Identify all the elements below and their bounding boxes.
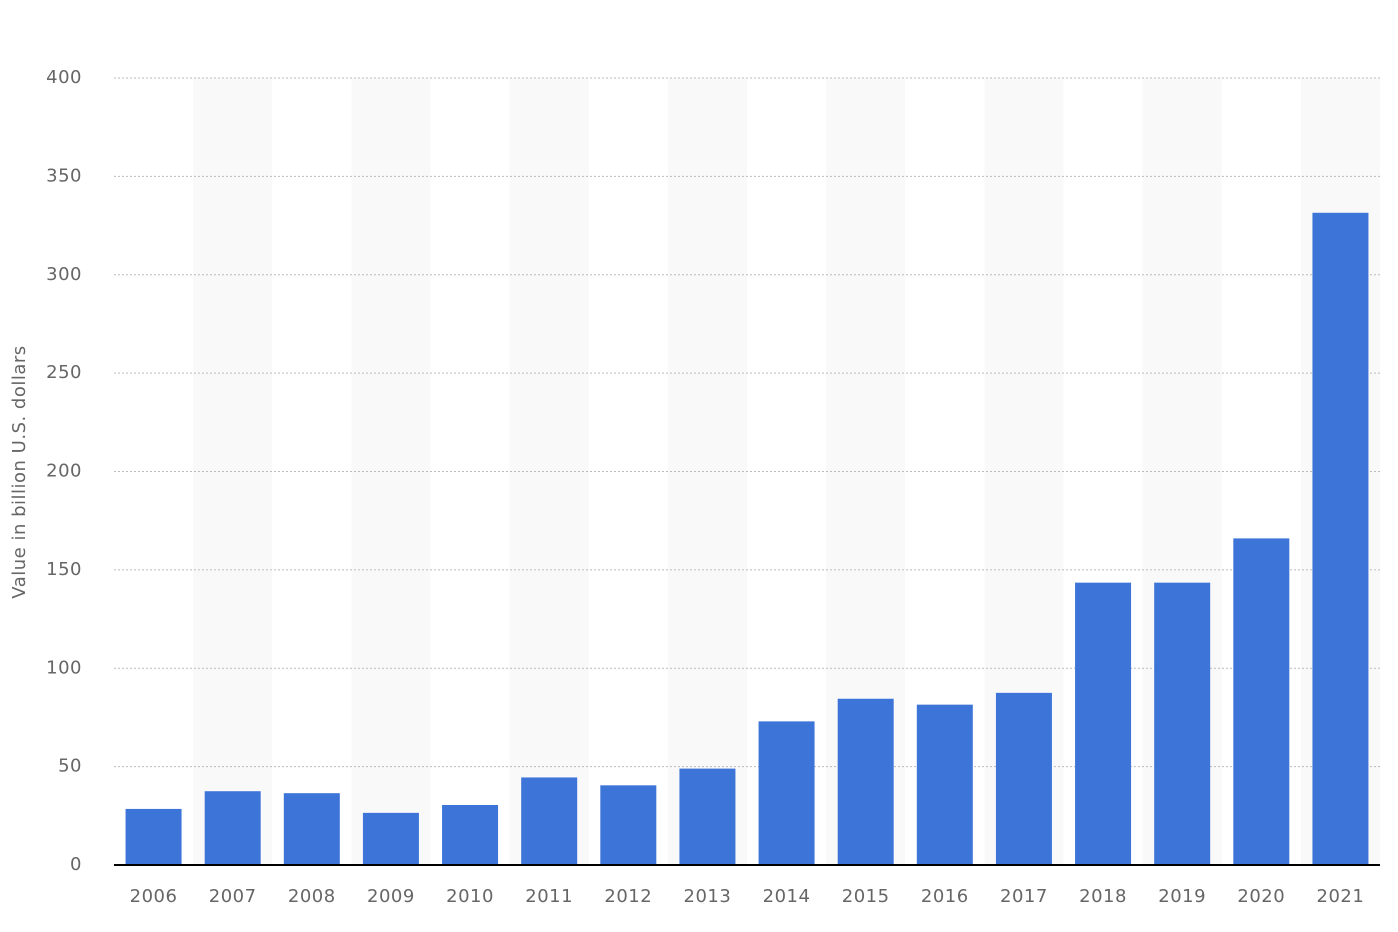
x-tick-label: 2021 [1317, 886, 1365, 907]
bar [1233, 538, 1290, 865]
x-tick-label: 2016 [921, 886, 969, 907]
bar [125, 808, 182, 865]
x-tick-label: 2013 [684, 886, 732, 907]
x-tick-label: 2010 [446, 886, 494, 907]
bar [600, 785, 657, 865]
bar [995, 692, 1052, 865]
x-tick-label: 2019 [1158, 886, 1206, 907]
y-tick-label: 350 [46, 165, 82, 186]
x-tick-label: 2007 [209, 886, 257, 907]
band-shade [509, 78, 589, 865]
y-tick-label: 250 [46, 362, 82, 383]
x-tick-label: 2012 [604, 886, 652, 907]
x-tick-label: 2006 [130, 886, 178, 907]
bar [442, 804, 499, 865]
bar [1312, 212, 1369, 865]
band-shade [193, 78, 273, 865]
x-tick-label: 2015 [842, 886, 890, 907]
bar [521, 777, 578, 865]
bar [1154, 582, 1211, 865]
bar [283, 793, 340, 865]
bar [916, 704, 973, 865]
y-tick-label: 400 [46, 67, 82, 88]
x-tick-label: 2009 [367, 886, 415, 907]
y-axis-label: Value in billion U.S. dollars [9, 345, 30, 598]
bar [758, 721, 815, 865]
bar [679, 768, 736, 865]
y-tick-label: 200 [46, 461, 82, 482]
y-tick-label: 50 [58, 756, 82, 777]
x-tick-label: 2020 [1237, 886, 1285, 907]
y-tick-label: 100 [46, 657, 82, 678]
x-tick-label: 2014 [763, 886, 811, 907]
x-tick-label: 2017 [1000, 886, 1048, 907]
x-tick-label: 2008 [288, 886, 336, 907]
x-tick-label: 2011 [525, 886, 573, 907]
y-tick-label: 0 [70, 854, 82, 875]
y-tick-label: 300 [46, 264, 82, 285]
bar [837, 698, 894, 865]
y-tick-label: 150 [46, 559, 82, 580]
bar [1075, 582, 1132, 865]
bar [204, 791, 261, 865]
x-tick-label: 2018 [1079, 886, 1127, 907]
bar [362, 812, 419, 865]
